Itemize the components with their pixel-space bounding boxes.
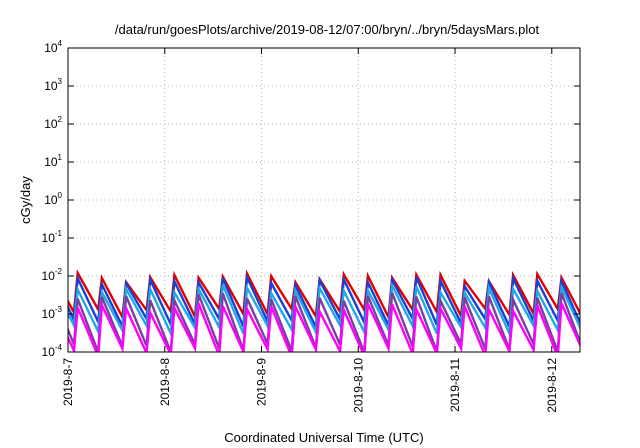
y-tick-label: 104 [44,39,62,55]
plot-series [68,269,580,352]
x-tick-label: 2019-8-10 [351,358,365,413]
series-line [68,269,580,322]
x-axis-ticks: 2019-8-7 2019-8-8 2019-8-9 2019-8-10 2019-8-… [61,48,559,413]
chart-title: /data/run/goesPlots/archive/2019-08-12/0… [115,22,540,37]
y-axis-label: cGy/day [18,176,33,224]
x-tick-label: 2019-8-12 [545,358,559,413]
y-tick-label: 10-1 [42,229,63,245]
y-tick-label: 101 [44,153,62,169]
y-tick-label: 100 [44,191,62,207]
x-tick-label: 2019-8-9 [255,358,269,406]
x-tick-label: 2019-8-8 [158,358,172,406]
x-axis-label: Coordinated Universal Time (UTC) [224,430,423,445]
y-tick-label: 10-2 [42,267,63,283]
y-tick-label: 102 [44,115,62,131]
x-tick-label: 2019-8-11 [448,358,462,412]
y-tick-label: 10-4 [42,343,63,359]
y-axis-ticks: 104 103 102 101 100 10-1 10-2 10-3 10-4 [42,39,580,359]
series-line [68,300,580,352]
y-tick-label: 103 [44,77,62,93]
x-tick-label: 2019-8-7 [61,358,75,406]
grid [68,48,580,352]
y-tick-label: 10-3 [42,305,63,321]
